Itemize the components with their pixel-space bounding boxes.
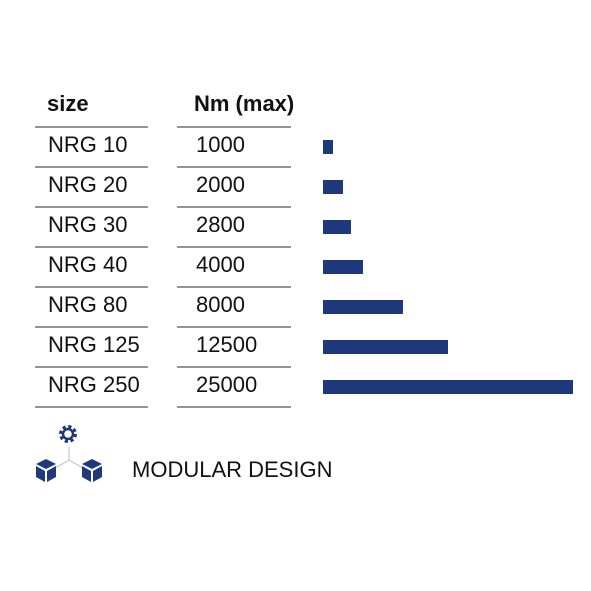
torque-cell: 8000 (196, 292, 245, 317)
size-cell: NRG 250 (48, 372, 140, 397)
size-cell: NRG 40 (48, 252, 127, 277)
bar (323, 140, 333, 154)
annotation: MODULAR DESIGN (132, 457, 332, 482)
size-cell: NRG 125 (48, 332, 140, 357)
bar (323, 180, 343, 194)
column-header: Nm (max) (194, 91, 294, 116)
bar (323, 220, 351, 234)
torque-cell: 12500 (196, 332, 257, 357)
column-header: size (47, 91, 89, 116)
torque-cell: 25000 (196, 372, 257, 397)
torque-cell: 4000 (196, 252, 245, 277)
bar (323, 260, 363, 274)
bar (323, 340, 448, 354)
size-cell: NRG 80 (48, 292, 127, 317)
size-cell: NRG 20 (48, 172, 127, 197)
size-cell: NRG 30 (48, 212, 127, 237)
bar (323, 300, 403, 314)
modular-icon (36, 425, 102, 482)
torque-cell: 2000 (196, 172, 245, 197)
size-cell: NRG 10 (48, 132, 127, 157)
torque-cell: 1000 (196, 132, 245, 157)
bar (323, 380, 573, 394)
torque-cell: 2800 (196, 212, 245, 237)
